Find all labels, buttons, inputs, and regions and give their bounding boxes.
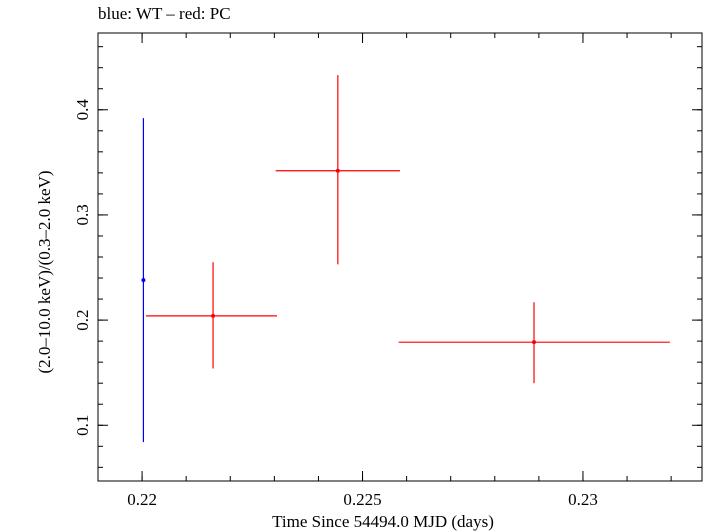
ticks-layer: 0.22 0.225 0.23 0.1 0.2 0.3 0.4 — [73, 33, 702, 509]
data-point — [335, 168, 340, 173]
x-axis-label: Time Since 54494.0 MJD (days) — [272, 512, 494, 531]
data-point — [141, 278, 146, 283]
series-layer — [141, 75, 670, 443]
series-wt — [141, 118, 146, 443]
data-point — [532, 340, 537, 345]
y-axis-label: (2.0–10.0 keV)/(0.3–2.0 keV) — [35, 170, 54, 373]
chart-title: blue: WT – red: PC — [98, 4, 231, 23]
y-tick-label: 0.4 — [73, 99, 92, 121]
y-tick-label: 0.3 — [73, 204, 92, 225]
x-tick-label: 0.23 — [568, 490, 598, 509]
plot-frame — [97, 32, 703, 482]
x-tick-label: 0.22 — [127, 490, 157, 509]
y-tick-label: 0.1 — [73, 415, 92, 436]
series-pc — [146, 75, 670, 384]
x-tick-label: 0.225 — [343, 490, 381, 509]
data-point — [211, 313, 216, 318]
y-tick-label: 0.2 — [73, 309, 92, 330]
